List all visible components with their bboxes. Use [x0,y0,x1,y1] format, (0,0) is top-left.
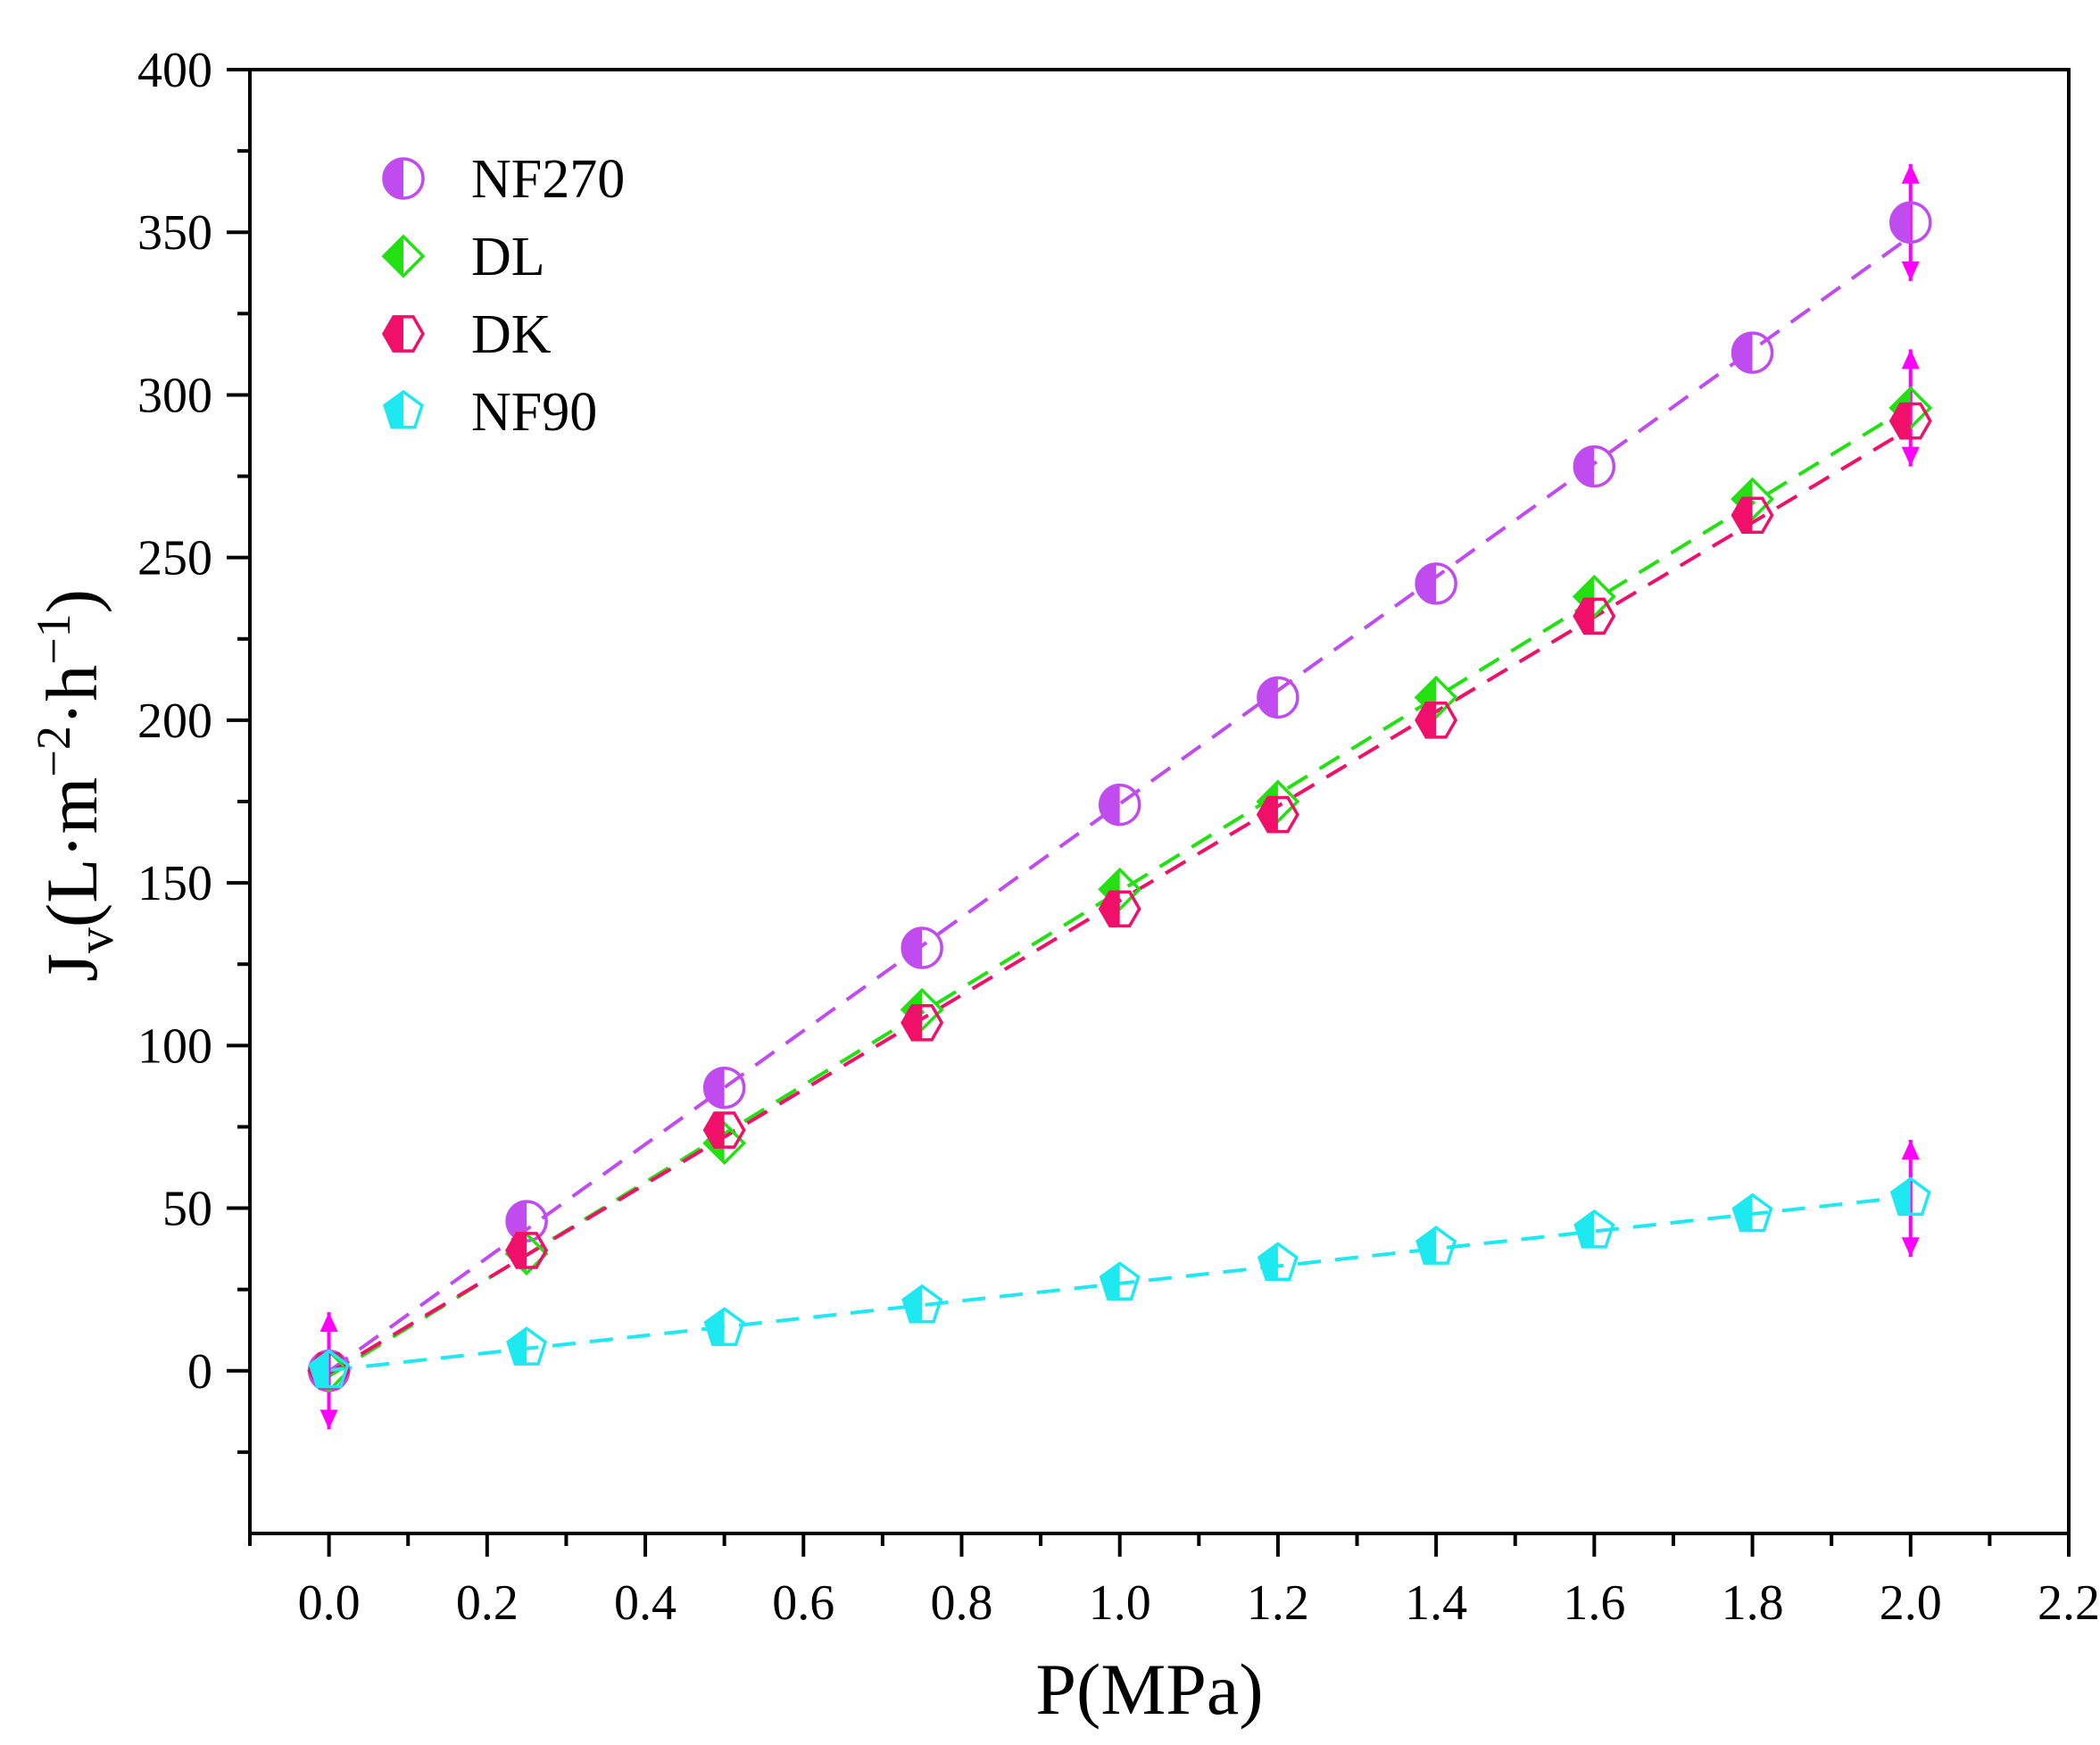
x-tick-label: 0.2 [456,1575,519,1631]
x-tick-label: 0.6 [772,1575,834,1631]
data-point-dk [1888,402,1932,440]
x-tick-label: 2.0 [1880,1575,1942,1631]
x-tick-label: 1.4 [1405,1575,1467,1631]
y-axis-title-main: J [31,953,112,982]
data-point-dk [901,1004,944,1042]
x-tick-label: 1.6 [1563,1575,1625,1631]
data-point-nf90 [506,1326,548,1366]
data-point-dk [1415,702,1458,739]
legend-item-nf90: NF90 [383,382,597,443]
legend-item-dk: DK [381,304,552,365]
data-point-nf270 [901,927,943,969]
legend-item-nf270: NF270 [382,149,625,210]
y-axis-title-close: ) [31,589,112,613]
x-tick-label: 0.0 [298,1575,361,1631]
y-axis-title-sub: v [66,927,124,953]
data-point-nf90 [1257,1242,1299,1282]
fit-line-dk [328,426,1912,1375]
y-tick-label: 50 [162,1182,212,1237]
data-point-dk [702,1111,746,1149]
data-point-nf270 [1098,783,1141,827]
data-point-nf90 [1889,1176,1931,1217]
x-tick-label: 1.8 [1722,1575,1784,1631]
x-tick-label: 0.8 [930,1575,992,1631]
x-axis-title: P(MPa) [1035,1649,1263,1730]
data-point-nf270 [1415,562,1457,605]
y-tick-label: 100 [137,1018,212,1074]
data-point-nf270 [702,1066,746,1109]
legend-label: DL [471,227,545,287]
data-point-nf90 [1099,1261,1141,1300]
y-tick-label: 0 [187,1344,212,1400]
data-point-nf90 [1731,1192,1773,1233]
data-point-nf90 [308,1349,350,1389]
data-point-nf90 [1415,1226,1457,1265]
x-tick-label: 1.2 [1247,1575,1309,1631]
data-point-nf270 [1257,676,1299,719]
legend-marker-dk [381,315,426,353]
data-point-nf270 [1889,201,1932,245]
fit-line-nf90 [328,1194,1912,1373]
y-tick-label: 250 [137,531,212,586]
legend-marker-dl [381,234,426,278]
x-tick-label: 2.2 [2038,1575,2100,1631]
plot-frame [248,68,2071,1535]
data-point-nf90 [703,1307,745,1346]
x-tick-label: 1.0 [1089,1575,1151,1631]
data-point-dk [1731,496,1774,535]
data-point-dk [1098,890,1141,928]
y-axis-title-sup1: −2 [27,726,80,777]
y-axis-title: Jv(L·m−2·h−1) [27,589,124,982]
data-point-nf270 [1731,331,1774,374]
legend-marker-nf90 [383,389,424,429]
y-tick-label: 300 [137,368,212,423]
data-point-nf270 [1573,445,1616,488]
y-axis-title-paren: (L·m [31,777,112,927]
data-point-nf90 [1573,1209,1615,1249]
data-point-dk [1573,597,1616,636]
legend-label: NF90 [471,382,597,443]
legend-label: NF270 [471,149,625,210]
y-tick-label: 350 [137,205,212,261]
legend-item-dl: DL [381,227,545,287]
data-point-nf90 [901,1284,943,1324]
legend-marker-nf270 [382,157,425,200]
legend-label: DK [471,304,552,365]
data-point-dk [505,1232,549,1269]
y-axis-title-sup2: −1 [27,613,80,664]
y-tick-label: 200 [137,694,212,749]
fit-line-nf270 [328,235,1912,1373]
data-point-dk [1256,795,1299,834]
y-tick-label: 400 [137,43,212,98]
y-tick-label: 150 [137,856,212,911]
y-axis-title-mid: ·h [31,665,112,726]
x-tick-label: 0.4 [614,1575,676,1631]
